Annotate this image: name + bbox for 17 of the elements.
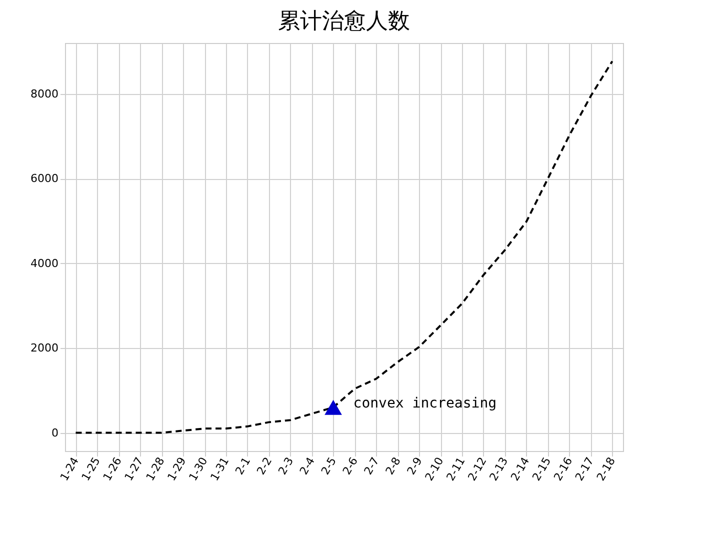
line-series	[74, 60, 614, 434]
x-tick-label: 2-8	[383, 455, 404, 478]
y-tick-label: 2000	[30, 342, 58, 355]
annotation: convex increasing	[353, 395, 497, 412]
x-tick-label: 2-1	[232, 455, 254, 478]
y-tick-label: 8000	[30, 87, 58, 100]
x-tick-label: 2-3	[276, 455, 296, 478]
x-tick-label: 2-2	[254, 455, 275, 478]
y-tick-label: 6000	[30, 172, 58, 186]
x-tick-label: 2-4	[297, 455, 318, 478]
x-tick-label: 2-7	[362, 455, 382, 478]
y-tick-label: 0	[52, 426, 58, 440]
x-tick-label: 2-5	[318, 455, 339, 478]
chart-title: 累计治愈人数	[278, 9, 410, 34]
x-tick-label: 2-6	[340, 455, 360, 478]
x-tick-label: 2-9	[404, 455, 425, 478]
y-tick-label: 4000	[30, 256, 58, 270]
